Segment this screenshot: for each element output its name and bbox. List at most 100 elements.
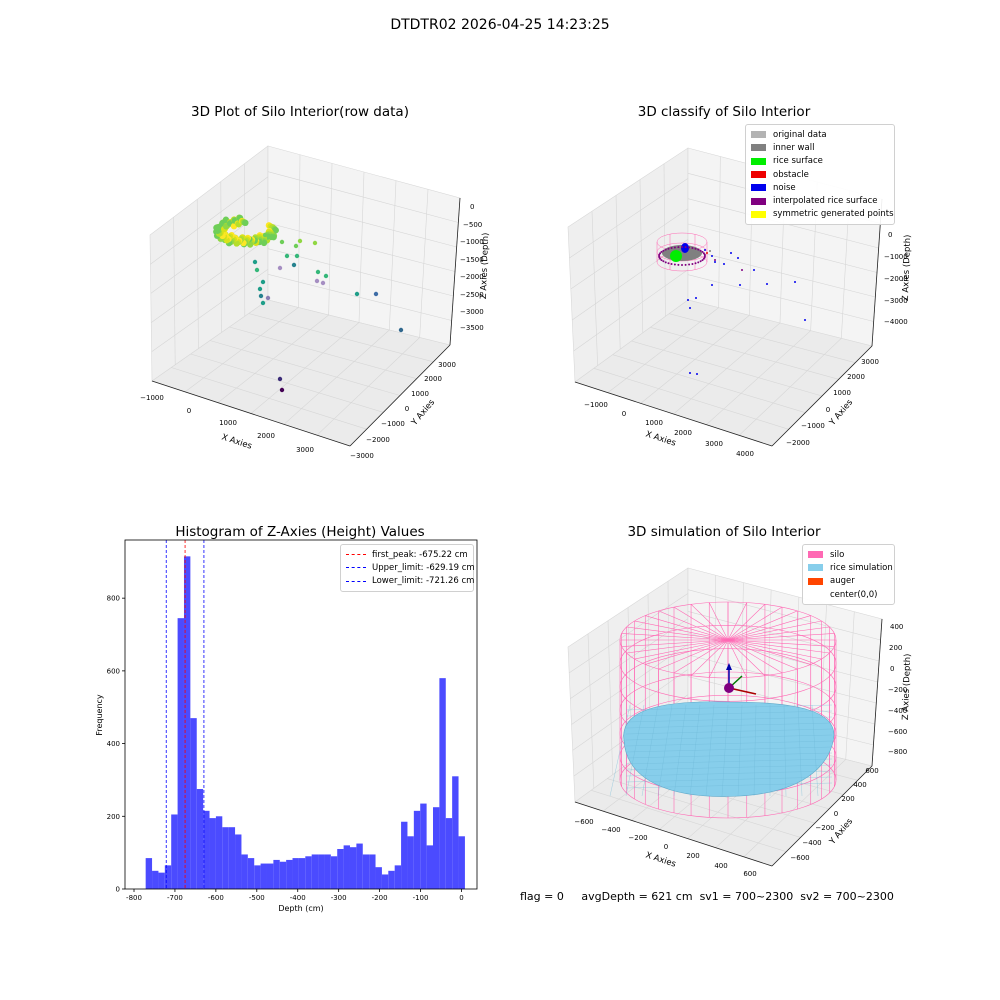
pane-gridline [316, 337, 420, 436]
plot4-3d-axes: −600 −400 −200 0 200 400 600 −600 −400 −… [567, 567, 913, 878]
p2-interpolated-point [688, 263, 691, 266]
histogram-bar [439, 678, 446, 889]
histogram-bar [407, 836, 414, 889]
histogram-bar [215, 816, 223, 889]
p1-xtick: 0 [187, 407, 191, 415]
histogram-bar [209, 818, 216, 889]
silo-roof-spoke [626, 626, 729, 641]
p4-xtick: −400 [601, 826, 620, 834]
p2-interpolated-point [697, 248, 700, 251]
legend-swatch [808, 577, 823, 585]
rice-mesh-line [721, 704, 729, 797]
rice-mesh-line [625, 776, 833, 783]
p1-point [323, 273, 329, 279]
p1-point [293, 243, 299, 249]
histogram-bar [330, 856, 338, 889]
silo-roof-spoke [645, 639, 729, 665]
p2-ytick: −2000 [786, 439, 810, 447]
plot2-title: 3D classify of Silo Interior [637, 104, 811, 120]
p1-point [320, 280, 326, 286]
hist-ytick-label: 400 [107, 740, 120, 748]
p1-xtick: −1000 [140, 394, 164, 402]
pane-gridline [569, 178, 689, 259]
rice-mesh-line [625, 716, 833, 723]
p1-ztick: −2500 [460, 291, 484, 299]
p1-ztick: −2000 [460, 273, 484, 281]
histogram-bar [260, 863, 267, 889]
pane-gridline [687, 274, 874, 322]
legend-item-center: center(0,0) [808, 588, 889, 601]
p2-interpolated-point [660, 259, 663, 262]
legend-item-inner-wall: inner wall [751, 141, 889, 154]
pane-gridline [663, 163, 666, 317]
silo-roof-spoke [634, 620, 729, 641]
p2-xtick: −1000 [584, 401, 608, 409]
histogram-bar [458, 836, 465, 889]
legend-item-lower-limit: Lower_limit: -721.26 cm [346, 575, 474, 588]
silo-roof-spoke [727, 639, 783, 674]
legend-swatch [751, 184, 766, 192]
p2-interpolated-point [673, 246, 676, 249]
p1-point [315, 269, 321, 275]
p2-interpolated-point [662, 249, 665, 252]
histogram-bar [426, 845, 433, 889]
legend-label: rice simulation [830, 562, 893, 573]
legend-label: center(0,0) [830, 589, 878, 600]
plot2-3d-axes: −1000 0 1000 2000 3000 4000 −2000 −1000 … [567, 147, 913, 458]
hist-ytick-label: 600 [107, 667, 120, 675]
rice-mesh-line [753, 704, 757, 797]
p1-point [279, 239, 285, 245]
p2-ztick: −2000 [884, 275, 908, 283]
histogram-bar [196, 789, 204, 889]
p1-point [252, 259, 258, 265]
histogram-bar [152, 870, 159, 889]
legend-line [346, 554, 366, 556]
silo-roof-spoke [708, 602, 729, 641]
hist-xtick-label: -700 [167, 894, 183, 902]
legend-item-auger: auger [808, 575, 889, 588]
silo-roof-spoke [727, 602, 748, 641]
footer-sv1: sv1 = 700~2300 [699, 890, 794, 903]
p2-interpolated-point [670, 263, 673, 266]
pane-gridline [151, 238, 269, 323]
rice-mesh-line [625, 734, 833, 741]
histogram-bar [420, 803, 427, 889]
p4-ytick: 400 [853, 781, 866, 789]
p1-point-ring [213, 214, 279, 248]
p2-point [696, 373, 698, 375]
p2-point [766, 283, 768, 285]
pane-gridline [220, 181, 222, 333]
footer-sv2: sv2 = 700~2300 [800, 890, 894, 903]
pane-gridline [573, 269, 689, 352]
legend-item-noise: noise [751, 181, 889, 194]
p1-point [291, 262, 297, 268]
silo-roof-spoke [645, 615, 729, 641]
histogram-bar [286, 859, 293, 889]
histogram-legend: first_peak: -675.22 cm Upper_limit: -629… [340, 544, 475, 592]
legend-item-first-peak: first_peak: -675.22 cm [346, 548, 468, 561]
p2-ztick: 0 [888, 231, 892, 239]
legend-item-symmetric: symmetric generated points [751, 208, 894, 221]
p1-ztick: −1000 [460, 238, 484, 246]
footer-avg-depth: avgDepth = 621 cm [581, 890, 693, 903]
histogram-bar [349, 847, 357, 889]
pane-gridline [570, 208, 689, 290]
legend-swatch [751, 171, 766, 179]
histogram-bar [235, 834, 242, 889]
histogram-bar [177, 618, 184, 889]
p1-xlabel: X Axies [220, 432, 253, 451]
p2-interpolated-point [681, 264, 683, 266]
p1-ztick: −500 [463, 221, 482, 229]
histogram-bar [171, 814, 178, 889]
rice-mesh-line [625, 758, 833, 765]
plot1-3d-axes: −1000 0 1000 2000 3000 −3000 −2000 −1000… [140, 145, 491, 460]
silo-roof-spoke [727, 610, 798, 641]
histogram-bar [433, 807, 440, 889]
rice-mesh-line [625, 704, 645, 797]
p2-interpolated-point [691, 263, 694, 266]
rice-mesh-line [783, 704, 787, 797]
legend-label: auger [830, 576, 855, 587]
histogram-bar [305, 856, 312, 889]
p2-noise-cluster [681, 243, 689, 253]
p1-ztick: −3000 [460, 308, 484, 316]
